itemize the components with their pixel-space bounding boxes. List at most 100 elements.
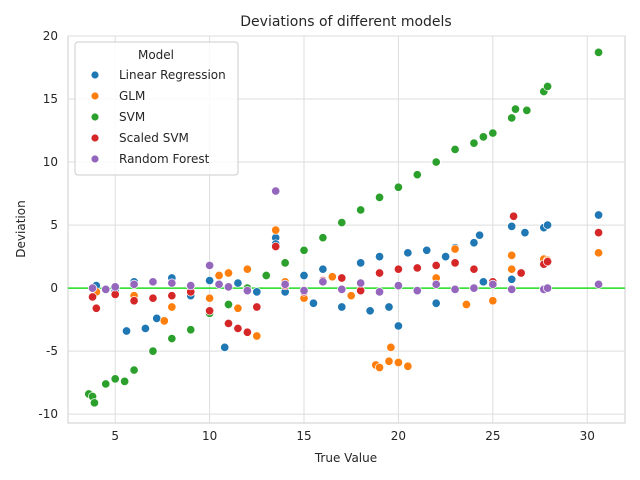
- data-point: [337, 218, 347, 228]
- data-point: [87, 283, 98, 293]
- y-tick-label: -10: [38, 407, 58, 421]
- data-point: [384, 302, 394, 312]
- legend-label: Scaled SVM: [119, 131, 189, 145]
- data-point: [205, 260, 215, 270]
- legend-marker-icon: [90, 112, 100, 122]
- data-point: [152, 313, 162, 323]
- data-point: [507, 250, 517, 260]
- data-point: [441, 252, 451, 262]
- data-point: [299, 270, 309, 281]
- data-point: [374, 362, 385, 373]
- data-point: [384, 356, 394, 366]
- data-point: [220, 342, 230, 352]
- data-point: [252, 287, 262, 297]
- data-point: [233, 278, 243, 288]
- legend-marker-icon: [90, 91, 100, 101]
- data-point: [516, 268, 526, 278]
- data-point: [594, 228, 604, 238]
- data-point: [167, 333, 177, 344]
- legend-label: Linear Regression: [119, 68, 226, 82]
- chart-title: Deviations of different models: [240, 14, 451, 30]
- data-point: [148, 277, 158, 287]
- legend-item: Linear Regression: [90, 68, 226, 82]
- data-point: [271, 241, 281, 252]
- data-point: [242, 286, 252, 296]
- y-tick-label: 15: [43, 92, 58, 106]
- data-point: [450, 144, 460, 155]
- data-point: [101, 379, 111, 389]
- data-point: [318, 264, 328, 274]
- data-point: [159, 316, 169, 326]
- data-point: [520, 228, 530, 238]
- data-point: [280, 279, 290, 289]
- legend-item: SVM: [90, 110, 145, 124]
- data-point: [374, 252, 385, 262]
- data-point: [214, 279, 224, 289]
- legend-label: SVM: [119, 110, 145, 124]
- y-tick-label: 20: [43, 29, 58, 43]
- data-point: [431, 298, 441, 308]
- data-point: [252, 331, 262, 341]
- series-svm: [84, 47, 604, 408]
- data-point: [507, 284, 517, 294]
- data-point: [242, 327, 252, 337]
- data-point: [233, 323, 243, 334]
- data-point: [186, 281, 196, 291]
- legend-box: [74, 41, 239, 176]
- data-point: [280, 258, 290, 268]
- data-point: [91, 303, 101, 313]
- data-point: [223, 268, 234, 278]
- legend-item: Scaled SVM: [90, 131, 189, 145]
- data-point: [356, 258, 366, 268]
- x-tick-label: 15: [296, 429, 311, 443]
- data-point: [543, 283, 553, 293]
- data-point: [507, 274, 517, 284]
- data-point: [469, 283, 479, 293]
- data-point: [393, 357, 403, 368]
- legend-marker-icon: [90, 133, 100, 143]
- data-point: [393, 264, 403, 274]
- legend-title: Model: [138, 48, 174, 62]
- data-point: [120, 376, 130, 386]
- data-point: [261, 270, 271, 281]
- data-point: [356, 286, 366, 296]
- data-points: [84, 47, 604, 408]
- series-random-forest: [87, 186, 604, 297]
- data-point: [242, 264, 252, 274]
- data-point: [89, 398, 99, 408]
- y-tick-label: 5: [50, 218, 58, 232]
- x-tick-label: 30: [580, 429, 595, 443]
- legend-item: Random Forest: [90, 152, 210, 166]
- data-point: [543, 220, 553, 230]
- data-point: [271, 186, 281, 196]
- data-point: [488, 296, 498, 306]
- data-point: [543, 81, 553, 91]
- data-point: [214, 270, 224, 281]
- data-point: [129, 279, 139, 289]
- data-point: [507, 221, 517, 231]
- data-point: [431, 260, 441, 270]
- y-axis-label: Deviation: [14, 200, 28, 257]
- data-point: [337, 302, 347, 312]
- legend-item: GLM: [90, 89, 145, 103]
- tick-labels: 5 10 15 20 25 30 -10 -5 0 5 10 15 20: [38, 29, 594, 443]
- data-point: [318, 277, 328, 287]
- data-point: [87, 292, 98, 302]
- data-point: [148, 293, 158, 303]
- data-point: [374, 268, 385, 278]
- x-tick-label: 25: [485, 429, 500, 443]
- data-point: [233, 303, 243, 313]
- data-point: [337, 284, 347, 294]
- data-point: [403, 361, 413, 371]
- legend-label: GLM: [119, 89, 145, 103]
- data-point: [509, 211, 519, 221]
- y-tick-label: 10: [43, 155, 58, 169]
- data-point: [393, 321, 403, 331]
- data-point: [469, 138, 479, 148]
- data-point: [461, 299, 471, 310]
- y-tick-label: -5: [46, 344, 58, 358]
- data-point: [374, 287, 385, 297]
- data-point: [327, 272, 337, 282]
- data-point: [594, 248, 604, 258]
